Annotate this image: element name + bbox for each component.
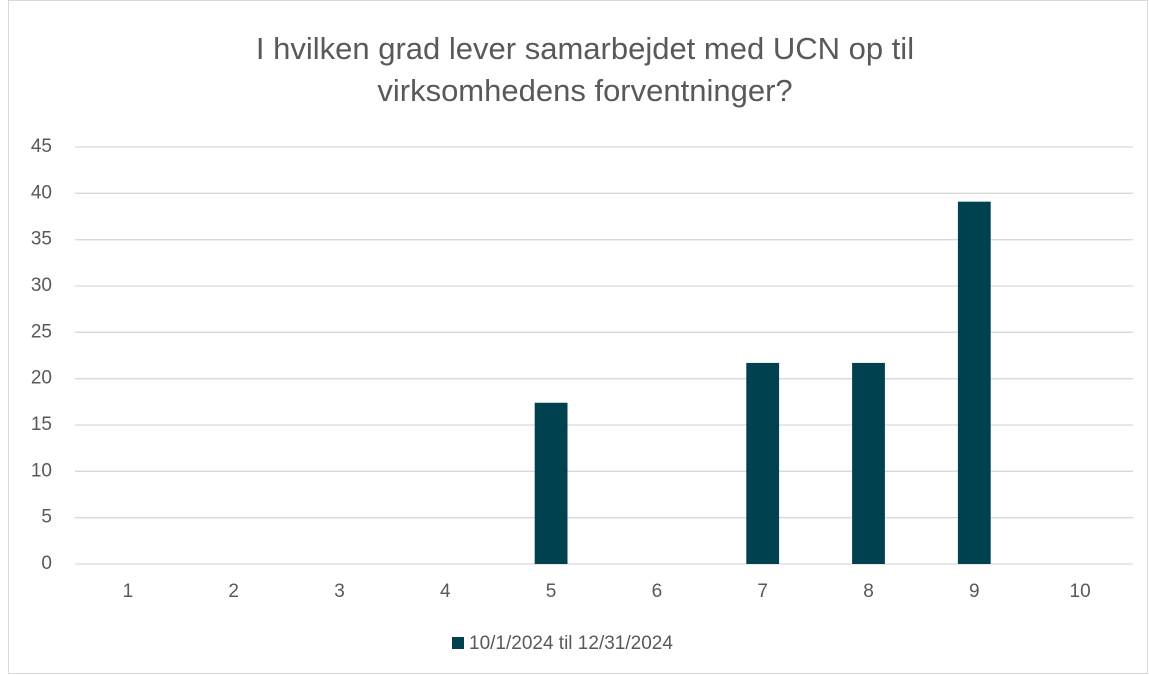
x-tick-label: 2 bbox=[228, 581, 239, 602]
y-tick-label: 5 bbox=[41, 507, 52, 528]
bar bbox=[957, 201, 991, 564]
y-tick-label: 20 bbox=[31, 368, 52, 389]
x-tick-label: 3 bbox=[334, 581, 345, 602]
bar bbox=[534, 402, 568, 564]
bar bbox=[746, 362, 780, 564]
x-tick-label: 8 bbox=[863, 581, 874, 602]
x-tick-label: 7 bbox=[757, 581, 768, 602]
x-tick-label: 10 bbox=[1070, 581, 1091, 602]
x-tick-label: 1 bbox=[123, 581, 134, 602]
y-tick-label: 25 bbox=[31, 321, 52, 342]
legend-label: 10/1/2024 til 12/31/2024 bbox=[469, 633, 673, 654]
bar bbox=[852, 362, 885, 564]
chart-title: I hvilken grad lever samarbejdet med UCN… bbox=[255, 31, 915, 108]
y-tick-label: 40 bbox=[31, 182, 52, 203]
y-tick-label: 30 bbox=[31, 275, 52, 296]
y-tick-label: 0 bbox=[41, 553, 52, 574]
y-tick-label: 35 bbox=[31, 229, 52, 250]
x-tick-label: 9 bbox=[969, 581, 980, 602]
y-tick-label: 10 bbox=[31, 460, 52, 481]
y-tick-label: 15 bbox=[31, 414, 52, 435]
x-tick-label: 4 bbox=[440, 581, 451, 602]
x-tick-label: 6 bbox=[652, 581, 663, 602]
legend-swatch bbox=[452, 637, 464, 649]
x-tick-label: 5 bbox=[546, 581, 557, 602]
chart-frame bbox=[8, 0, 1148, 674]
y-tick-label: 45 bbox=[31, 136, 52, 157]
